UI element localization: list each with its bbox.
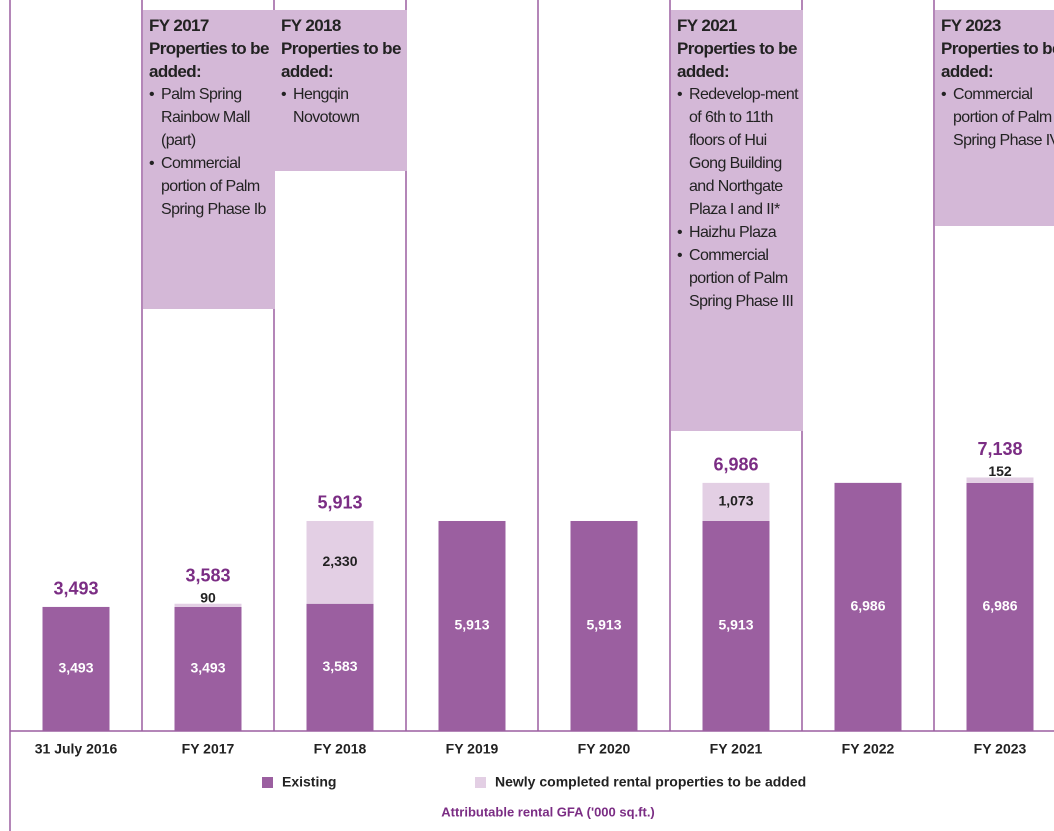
x-tick-label: FY 2019 [446, 741, 499, 757]
annotation-subheading: Properties to be added: [281, 39, 401, 81]
annotation-subheading: Properties to be added: [149, 39, 269, 81]
bar-segment [966, 482, 1034, 731]
annotation-box: FY 2017 Properties to be added:Palm Sprin… [143, 10, 275, 309]
bar-segment [174, 603, 242, 607]
x-tick-label: FY 2020 [578, 741, 631, 757]
annotation-subheading: Properties to be added: [941, 39, 1054, 81]
total-label: 7,138 [977, 439, 1022, 459]
x-tick-label: FY 2022 [842, 741, 895, 757]
value-label: 3,583 [322, 658, 357, 674]
x-tick-label: 31 July 2016 [35, 741, 118, 757]
legend-swatch [262, 777, 273, 788]
x-tick-label: FY 2021 [710, 741, 763, 757]
annotation-list: Redevelop-ment of 6th to 11th floors of … [677, 83, 799, 313]
bar-segment [42, 606, 110, 731]
annotation-list: Hengqin Novotown [281, 83, 403, 129]
annotation-heading: FY 2017 [149, 16, 209, 35]
value-label: 6,986 [982, 598, 1017, 614]
bar-segment [438, 520, 506, 731]
bar-segment [834, 482, 902, 731]
annotation-box: FY 2018 Properties to be added:Hengqin No… [275, 10, 407, 171]
bar-segment [174, 606, 242, 731]
bar-segment [702, 520, 770, 731]
annotation-item: Commercial portion of Palm Spring Phase … [941, 83, 1054, 152]
value-label: 152 [988, 463, 1012, 479]
total-label: 3,493 [53, 579, 98, 599]
annotation-heading: FY 2021 [677, 16, 737, 35]
axis-label: Attributable rental GFA ('000 sq.ft.) [441, 804, 655, 819]
annotation-item: Haizhu Plaza [677, 221, 799, 244]
annotation-item: Commercial portion of Palm Spring Phase … [149, 152, 271, 221]
annotation-list: Commercial portion of Palm Spring Phase … [941, 83, 1054, 152]
x-tick-label: FY 2023 [974, 741, 1027, 757]
annotation-heading: FY 2018 [281, 16, 341, 35]
x-tick-label: FY 2018 [314, 741, 367, 757]
total-label: 3,583 [185, 565, 230, 585]
value-label: 5,913 [586, 617, 621, 633]
value-label: 3,493 [58, 660, 93, 676]
value-label: 2,330 [322, 553, 357, 569]
total-label: 5,913 [317, 493, 362, 513]
bar-segment [702, 482, 770, 521]
value-label: 6,986 [850, 598, 885, 614]
annotation-subheading: Properties to be added: [677, 39, 797, 81]
annotation-heading: FY 2023 [941, 16, 1001, 35]
value-label: 3,493 [190, 660, 225, 676]
value-label: 5,913 [718, 617, 753, 633]
x-tick-label: FY 2017 [182, 741, 235, 757]
bar-segment [306, 520, 374, 604]
value-label: 1,073 [718, 493, 753, 509]
legend-label: Newly completed rental properties to be … [495, 774, 806, 790]
annotation-item: Palm Spring Rainbow Mall (part) [149, 83, 271, 152]
annotation-box: FY 2023 Properties to be added:Commercial… [935, 10, 1054, 226]
bar-segment [570, 520, 638, 731]
annotation-item: Redevelop-ment of 6th to 11th floors of … [677, 83, 799, 221]
legend-swatch [475, 777, 486, 788]
total-label: 6,986 [713, 455, 758, 475]
bar-segment [306, 603, 374, 731]
annotation-item: Commercial portion of Palm Spring Phase … [677, 244, 799, 313]
value-label: 90 [200, 589, 216, 605]
legend-label: Existing [282, 774, 336, 790]
annotation-box: FY 2021 Properties to be added:Redevelop-… [671, 10, 803, 431]
annotation-item: Hengqin Novotown [281, 83, 403, 129]
value-label: 5,913 [454, 617, 489, 633]
annotation-list: Palm Spring Rainbow Mall (part)Commercia… [149, 83, 271, 221]
bar-segment [966, 477, 1034, 483]
